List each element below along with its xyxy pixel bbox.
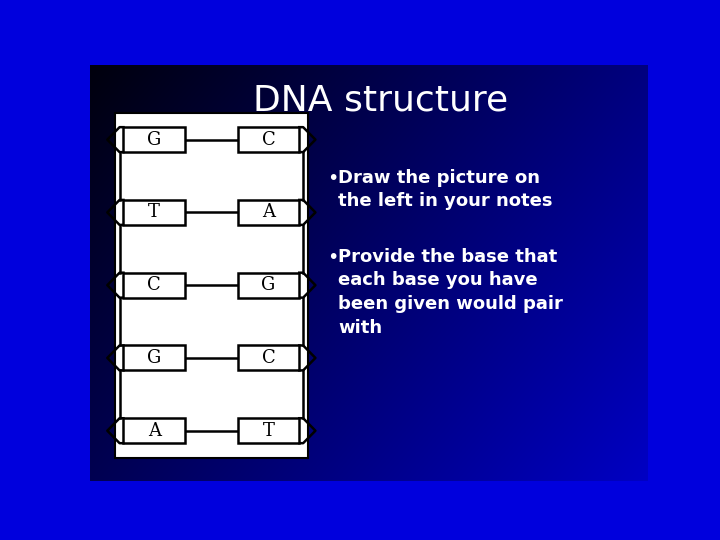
Bar: [124, 127, 185, 152]
Bar: [238, 127, 300, 152]
Text: G: G: [147, 131, 161, 149]
Text: C: C: [261, 131, 276, 149]
Text: C: C: [261, 349, 276, 367]
Text: T: T: [148, 204, 160, 221]
Text: Provide the base that
each base you have
been given would pair
with: Provide the base that each base you have…: [338, 248, 563, 336]
Bar: [115, 113, 307, 458]
Text: G: G: [147, 349, 161, 367]
Bar: [238, 273, 300, 298]
Text: •: •: [327, 168, 338, 188]
Text: A: A: [148, 422, 161, 440]
Bar: [124, 273, 185, 298]
Text: Draw the picture on
the left in your notes: Draw the picture on the left in your not…: [338, 168, 553, 211]
Bar: [238, 200, 300, 225]
Text: G: G: [261, 276, 276, 294]
Text: A: A: [262, 204, 275, 221]
Bar: [124, 346, 185, 370]
Bar: [124, 200, 185, 225]
Bar: [238, 418, 300, 443]
Text: DNA structure: DNA structure: [253, 84, 508, 118]
Text: T: T: [263, 422, 274, 440]
Text: C: C: [148, 276, 161, 294]
Bar: [124, 418, 185, 443]
Bar: [238, 346, 300, 370]
Text: •: •: [327, 248, 338, 267]
